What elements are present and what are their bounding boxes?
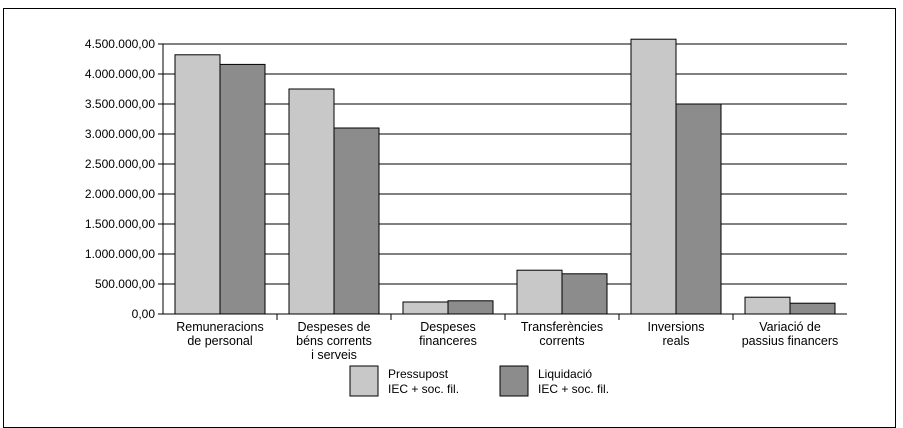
bar [333, 127, 380, 315]
y-tick-label: 1.000.000,00 [85, 247, 155, 261]
x-category-label: i serveis [311, 348, 357, 362]
y-tick-label: 3.500.000,00 [85, 97, 155, 111]
x-category-label: béns corrents [296, 334, 372, 348]
x-category-label: de personal [187, 334, 252, 348]
bar-chart: 0,00 500.000,00 1.000.000,00 1.500.000,00 2.… [85, 37, 847, 397]
x-category-label: Remuneracions [176, 320, 264, 334]
y-tick-label: 2.000.000,00 [85, 187, 155, 201]
legend-swatch [499, 365, 529, 397]
bar [288, 88, 335, 315]
legend-swatch [349, 365, 379, 397]
bar [402, 301, 449, 315]
x-category-label: Despeses [420, 320, 476, 334]
y-tick-label: 3.000.000,00 [85, 127, 155, 141]
x-category-label: Transferències [521, 320, 603, 334]
legend-label: Pressupost [388, 367, 449, 381]
x-category-label: passius financers [742, 334, 839, 348]
y-tick-label: 500.000,00 [95, 277, 155, 291]
y-tick-label: 4.000.000,00 [85, 67, 155, 81]
bar [630, 38, 677, 315]
y-tick-label: 2.500.000,00 [85, 157, 155, 171]
legend-label: Liquidació [538, 367, 592, 381]
bar [789, 302, 836, 315]
y-tick-label: 1.500.000,00 [85, 217, 155, 231]
x-category-label: Variació de [759, 320, 821, 334]
bar [219, 63, 266, 315]
bar [744, 296, 791, 315]
bar [561, 273, 608, 315]
x-category-label: financeres [419, 334, 477, 348]
legend-label: IEC + soc. fil. [388, 382, 459, 396]
bar [675, 103, 722, 315]
x-category-label: corrents [539, 334, 584, 348]
y-tick-label: 4.500.000,00 [85, 37, 155, 51]
x-category-label: reals [662, 334, 689, 348]
y-tick-label: 0,00 [132, 307, 156, 321]
bar [447, 300, 494, 315]
x-category-label: Inversions [648, 320, 705, 334]
legend-label: IEC + soc. fil. [538, 382, 609, 396]
bar [174, 54, 221, 315]
bar [516, 269, 563, 315]
x-category-label: Despeses de [298, 320, 371, 334]
